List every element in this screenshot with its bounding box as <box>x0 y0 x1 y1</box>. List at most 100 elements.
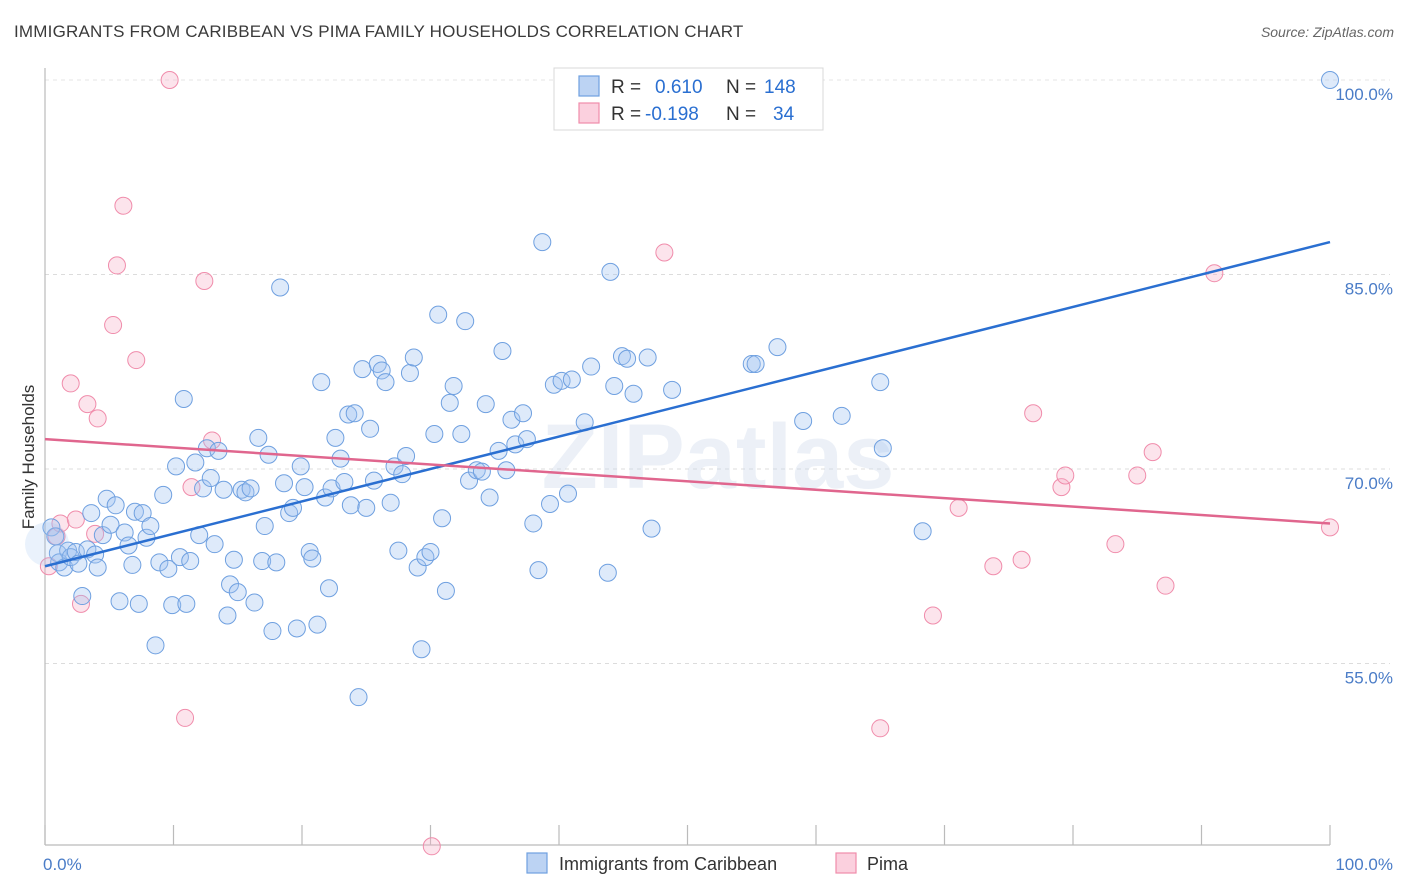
caribbean-point <box>287 619 306 638</box>
caribbean-point <box>429 305 448 324</box>
caribbean-point <box>376 373 395 392</box>
legend-r-value-2: -0.198 <box>645 104 699 125</box>
caribbean-point <box>263 622 282 641</box>
caribbean-point <box>186 453 205 472</box>
caribbean-point <box>110 592 129 611</box>
pima-point <box>1052 478 1071 497</box>
caribbean-point <box>493 341 512 360</box>
caribbean-point <box>558 484 577 503</box>
pima-point <box>1024 404 1043 423</box>
caribbean-point <box>73 587 92 606</box>
caribbean-point <box>228 583 247 602</box>
pima-point <box>86 524 105 543</box>
source-credit: Source: ZipAtlas.com <box>1260 24 1394 40</box>
caribbean-point <box>618 349 637 368</box>
caribbean-point <box>214 480 233 499</box>
caribbean-point <box>480 488 499 507</box>
caribbean-point <box>742 354 761 373</box>
caribbean-point <box>642 519 661 538</box>
pima-point <box>923 606 942 625</box>
pima-point <box>1321 518 1339 537</box>
caribbean-point <box>533 233 552 252</box>
caribbean-point <box>389 541 408 560</box>
bottom-legend-swatch-caribbean <box>526 852 548 874</box>
bottom-legend: Immigrants from Caribbean Pima <box>526 852 909 874</box>
caribbean-point <box>224 550 243 569</box>
caribbean-point <box>638 348 657 367</box>
caribbean-point <box>832 406 851 425</box>
caribbean-point <box>129 594 148 613</box>
caribbean-point <box>125 502 144 521</box>
caribbean-trend-line <box>44 240 1331 568</box>
caribbean-point <box>312 373 331 392</box>
caribbean-point <box>319 579 338 598</box>
caribbean-point <box>400 364 419 383</box>
caribbean-point <box>381 493 400 512</box>
pima-point <box>422 837 441 856</box>
caribbean-point <box>308 615 327 634</box>
caribbean-point <box>141 517 160 536</box>
caribbean-point <box>349 688 368 707</box>
caribbean-point <box>416 548 435 567</box>
caribbean-point <box>345 404 364 423</box>
bottom-legend-label-pima: Pima <box>867 854 909 874</box>
pima-point <box>182 478 201 497</box>
caribbean-point <box>93 526 112 545</box>
caribbean-point <box>444 377 463 395</box>
caribbean-point <box>88 558 107 577</box>
caribbean-point <box>97 489 116 508</box>
chart-title: IMMIGRANTS FROM CARIBBEAN VS PIMA FAMILY… <box>14 22 744 41</box>
caribbean-point <box>194 479 213 498</box>
caribbean-point <box>425 424 444 443</box>
caribbean-point <box>502 410 521 429</box>
pima-point <box>195 271 214 290</box>
caribbean-point <box>433 509 452 528</box>
legend-n-label-2: N = <box>726 104 756 125</box>
legend-r-label-2: R = <box>611 104 641 125</box>
bottom-legend-label-caribbean: Immigrants from Caribbean <box>559 854 777 874</box>
caribbean-point <box>167 457 186 476</box>
y-axis-title: Family Households <box>19 385 38 530</box>
caribbean-point <box>163 596 182 615</box>
bottom-legend-swatch-pima <box>835 852 857 874</box>
pima-point <box>107 256 126 275</box>
caribbean-point <box>339 405 358 424</box>
caribbean-point <box>436 581 455 600</box>
caribbean-point <box>159 559 178 578</box>
caribbean-point <box>255 517 274 536</box>
caribbean-point <box>106 496 125 515</box>
caribbean-point <box>476 395 495 414</box>
pima-point <box>949 498 968 517</box>
caribbean-point <box>421 542 440 561</box>
caribbean-point <box>174 389 193 408</box>
pima-point <box>984 557 1003 576</box>
caribbean-point <box>205 535 224 554</box>
pima-point <box>871 719 890 738</box>
caribbean-point <box>873 439 892 458</box>
caribbean-point <box>605 377 624 395</box>
legend-r-value-1: 0.610 <box>655 77 703 98</box>
caribbean-point <box>582 357 601 376</box>
caribbean-point <box>768 338 787 357</box>
caribbean-point <box>412 640 431 659</box>
caribbean-point <box>177 594 196 613</box>
caribbean-point <box>341 496 360 515</box>
caribbean-point <box>794 412 813 431</box>
caribbean-point <box>601 262 620 281</box>
caribbean-point <box>295 478 314 497</box>
pima-point <box>71 594 90 613</box>
caribbean-point <box>154 485 173 504</box>
caribbean-point <box>372 361 391 380</box>
pima-point <box>78 395 97 414</box>
legend-n-label-1: N = <box>726 77 756 98</box>
caribbean-point <box>291 457 310 476</box>
pima-point <box>127 351 146 370</box>
caribbean-point <box>404 348 423 367</box>
caribbean-point <box>514 404 533 423</box>
y-tick-label: 100.0% <box>1335 85 1393 104</box>
legend-n-value-2: 34 <box>773 104 795 125</box>
caribbean-point <box>123 555 142 574</box>
axes <box>44 68 1331 846</box>
caribbean-point <box>201 469 220 488</box>
